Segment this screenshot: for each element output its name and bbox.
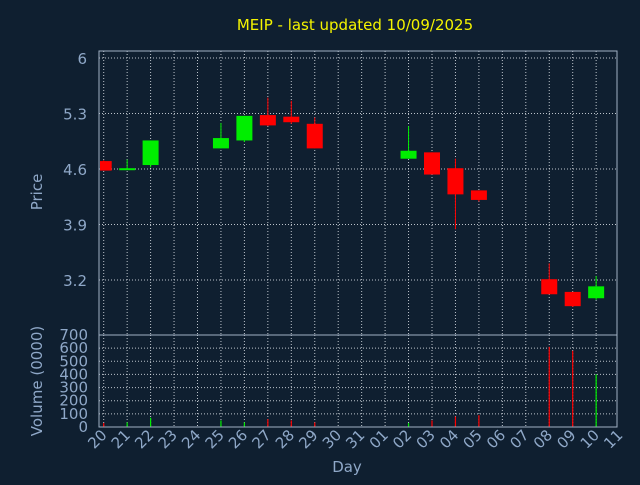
volume-bar [572,350,574,427]
day-axis-label: Day [332,458,362,476]
day-tick-label: 07 [506,426,532,452]
volume-bar [595,374,597,427]
price-axis-label: Price [28,174,46,211]
volume-tick-label: 0 [78,418,88,436]
volume-bar [243,422,245,427]
candle-body [259,115,276,126]
day-tick-label: 26 [225,426,251,452]
volume-bar [267,419,269,427]
price-tick-label: 5.3 [63,106,87,124]
candle-body [588,286,605,299]
price-plot-border [98,50,618,336]
volume-bar [150,417,152,427]
candle-body [100,161,112,171]
candle-body [236,115,253,141]
candle-body [470,190,487,200]
day-tick-label: 24 [178,426,204,452]
volume-bar [290,420,292,427]
volume-bar [126,422,128,427]
volume-tick-label: 200 [59,392,88,410]
candle-body [400,150,417,159]
day-tick-label: 27 [248,426,274,452]
volume-bar [454,416,457,427]
candle-body [424,152,440,175]
volume-bar [220,420,222,427]
volume-bar [407,423,410,427]
day-tick-label: 20 [84,426,110,452]
price-tick-label: 3.9 [63,217,87,235]
day-tick-label: 06 [483,426,509,452]
volume-tick-label: 500 [59,352,88,370]
candle-body [142,140,159,166]
price-tick-label: 4.6 [63,161,87,179]
day-tick-label: 29 [295,426,321,452]
candle-body [212,138,229,149]
candle-body [306,123,323,149]
volume-tick-label: 600 [59,339,88,357]
day-tick-label: 01 [366,426,392,452]
day-tick-label: 05 [459,426,485,452]
day-tick-label: 02 [389,426,415,452]
volume-bar [103,423,105,427]
volume-bar [478,415,480,427]
volume-bar [548,346,550,427]
day-tick-label: 21 [108,426,134,452]
price-grid [99,51,617,335]
day-tick-label: 10 [577,426,603,452]
volume-tick-label: 300 [59,379,88,397]
chart-title: MEIP - last updated 10/09/2025 [237,16,473,34]
volume-tick-label: 400 [59,365,88,383]
day-tick-label: 11 [600,426,626,452]
candlestick-series [100,97,605,307]
volume-series [103,346,597,427]
day-tick-label: 31 [342,426,368,452]
volume-tick-label: 700 [59,326,88,344]
candle-body [119,168,136,171]
day-tick-label: 28 [272,426,298,452]
price-tick-label: 6 [77,50,87,68]
volume-plot-border [98,334,618,428]
volume-tick-label: 100 [59,405,88,423]
volume-bar [314,422,316,427]
day-tick-label: 03 [413,426,439,452]
day-tick-label: 25 [202,426,228,452]
day-tick-label: 22 [131,426,157,452]
day-tick-label: 23 [155,426,181,452]
volume-grid [99,335,617,427]
volume-axis-label: Volume (0000) [28,326,46,436]
day-tick-label: 09 [553,426,579,452]
day-tick-label: 30 [319,426,345,452]
day-tick-labels: 2021222324252627282930310102030405060708… [84,426,626,452]
price-tick-labels: 3.2 3.9 4.6 5.3 6 [63,50,87,290]
candle-body [283,116,300,123]
candle-body [447,168,464,195]
day-tick-label: 08 [530,426,556,452]
candle-body [564,291,581,307]
volume-bar [431,420,433,427]
candle-body [541,279,558,295]
day-tick-label: 04 [436,426,462,452]
price-tick-label: 3.2 [63,272,87,290]
